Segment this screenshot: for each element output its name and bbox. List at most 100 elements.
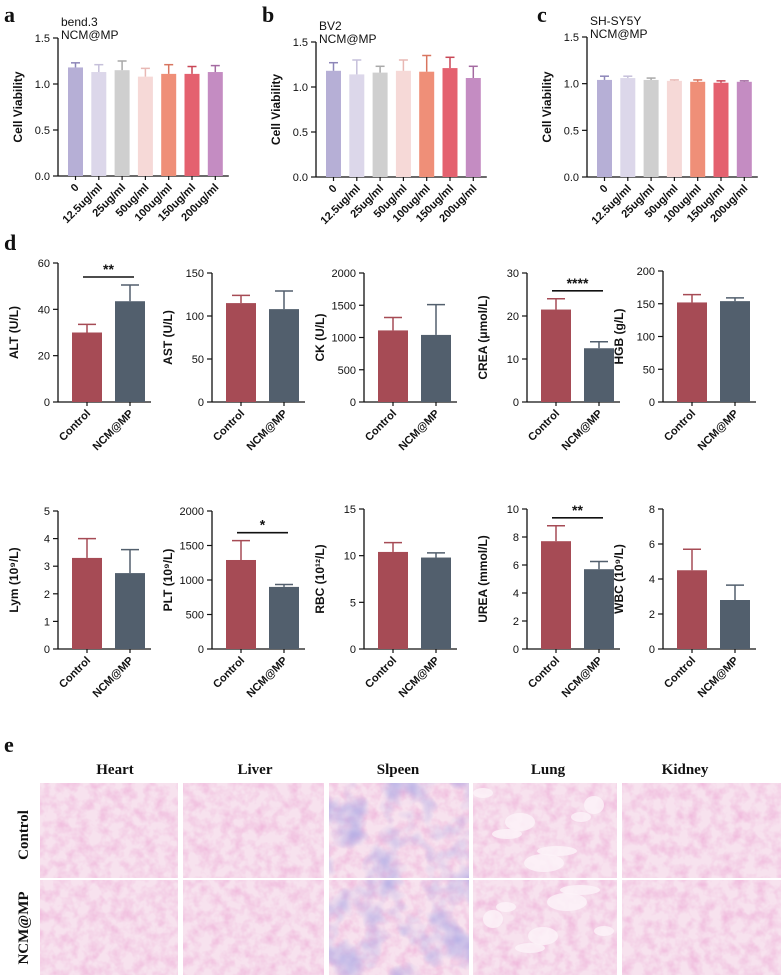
y-tick-label: 2 <box>649 609 655 621</box>
bar <box>378 551 408 649</box>
bar <box>326 70 341 177</box>
tissue-image <box>183 880 324 975</box>
x-tick-label: 0 <box>598 183 611 196</box>
y-tick-label: 1.0 <box>35 79 50 91</box>
panel-label-a: a <box>4 2 15 27</box>
y-tick-label: 5 <box>44 506 50 518</box>
significance-label: * <box>260 517 266 533</box>
bar <box>226 303 256 402</box>
y-tick-label: 0.5 <box>35 125 50 137</box>
y-tick-label: 5 <box>350 597 356 609</box>
tissue-image <box>40 880 178 975</box>
organ-label-liver: Liver <box>238 762 273 778</box>
y-tick-label: 15 <box>344 504 356 516</box>
bar <box>465 78 481 177</box>
x-tick-label: NCM@MP <box>91 655 136 700</box>
bar <box>643 79 659 177</box>
y-tick-label: 2000 <box>332 268 356 280</box>
organ-label-kidney: Kidney <box>662 762 709 778</box>
y-tick-label: 2000 <box>180 506 204 518</box>
y-tick-label: 0.0 <box>293 172 308 184</box>
bar <box>115 573 145 649</box>
bar <box>666 80 682 177</box>
x-tick-label: Control <box>57 408 93 444</box>
y-tick-label: 200 <box>637 266 655 278</box>
y-tick-label: 2 <box>513 616 519 628</box>
x-tick-label: NCM@MP <box>397 655 442 700</box>
y-tick-label: 4 <box>649 574 655 586</box>
bar <box>690 81 706 177</box>
y-axis-label: CREA (μmol/L) <box>476 295 490 379</box>
chart-title: NCM@MP <box>61 28 119 42</box>
y-tick-label: 0 <box>649 397 655 409</box>
y-axis-label: Cell Viability <box>540 71 554 142</box>
x-tick-label: Control <box>526 408 562 444</box>
bar <box>713 82 729 177</box>
bar <box>597 79 612 177</box>
tissue-image <box>40 783 178 878</box>
y-tick-label: 8 <box>513 532 519 544</box>
y-tick-label: 0.0 <box>564 172 579 184</box>
y-tick-label: 1500 <box>332 300 356 312</box>
histology-panel: Heart Liver Slpeen Lung Kidney Control N… <box>16 762 781 975</box>
y-tick-label: 150 <box>637 299 655 311</box>
x-tick-label: NCM@MP <box>245 408 290 453</box>
bar <box>421 557 451 649</box>
chart-title: NCM@MP <box>590 27 648 41</box>
chart-title: BV2 <box>319 19 342 33</box>
y-tick-label: 0 <box>350 644 356 656</box>
y-tick-label: 40 <box>38 304 50 316</box>
bar <box>378 330 408 402</box>
y-tick-label: 100 <box>186 311 204 323</box>
chart-title: NCM@MP <box>319 32 377 46</box>
y-tick-label: 0 <box>350 397 356 409</box>
y-tick-label: 500 <box>186 610 204 622</box>
tissue-image <box>329 783 469 878</box>
bar <box>395 70 411 177</box>
bar <box>372 72 388 177</box>
y-tick-label: 0.0 <box>35 171 50 183</box>
y-tick-label: 3 <box>44 561 50 573</box>
panel-label-e: e <box>4 732 14 757</box>
bar <box>137 76 153 176</box>
y-tick-label: 0 <box>198 644 204 656</box>
x-tick-label: NCM@MP <box>696 655 741 700</box>
organ-label-lung: Lung <box>531 762 566 778</box>
tissue-image <box>473 880 617 975</box>
panel-label-b: b <box>262 2 274 27</box>
y-tick-label: 10 <box>507 504 519 516</box>
y-tick-label: 50 <box>192 354 204 366</box>
y-tick-label: 0 <box>649 644 655 656</box>
y-tick-label: 1.5 <box>35 33 50 45</box>
x-tick-label: NCM@MP <box>560 408 605 453</box>
tissue-image <box>622 783 781 878</box>
y-tick-label: 1500 <box>180 541 204 553</box>
row-label-control: Control <box>16 810 32 860</box>
bar <box>541 309 571 402</box>
y-axis-label: PLT (10⁹/L) <box>161 549 175 612</box>
bar <box>68 67 83 176</box>
significance-label: ** <box>103 261 114 277</box>
bar <box>419 71 435 177</box>
bar <box>349 74 365 177</box>
row-label-ncm: NCM@MP <box>16 891 32 964</box>
y-axis-label: WBC (10⁹/L) <box>612 544 626 614</box>
y-axis-label: Cell Viability <box>269 74 283 145</box>
x-tick-label: Control <box>57 655 93 691</box>
bar <box>269 309 299 402</box>
y-tick-label: 6 <box>513 560 519 572</box>
bar <box>421 334 451 402</box>
significance-label: **** <box>567 275 589 291</box>
y-tick-label: 1000 <box>180 575 204 587</box>
y-tick-label: 60 <box>38 258 50 270</box>
bar <box>677 302 707 402</box>
bar <box>720 600 750 649</box>
x-tick-label: Control <box>363 655 399 691</box>
bar <box>91 72 107 176</box>
